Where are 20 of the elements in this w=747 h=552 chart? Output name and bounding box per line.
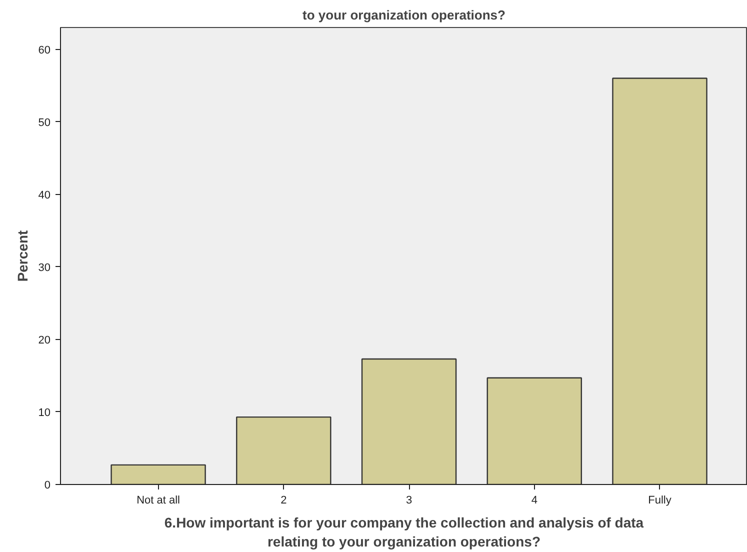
x-tick-label: 4 <box>531 494 538 506</box>
x-tick-label: Not at all <box>136 494 180 506</box>
y-tick-label: 40 <box>38 189 51 202</box>
y-tick-label: 10 <box>38 406 51 419</box>
bar <box>486 377 582 484</box>
y-tick-label: 0 <box>44 480 51 492</box>
bar <box>110 464 206 484</box>
y-tick-label: 30 <box>38 262 51 274</box>
x-tick-label: 2 <box>280 494 287 506</box>
y-axis-title: Percent <box>14 230 30 282</box>
bar <box>612 78 708 484</box>
x-axis-title: 6.How important is for your company the collection and analysis of data relating to your organization operations? <box>164 514 644 550</box>
x-tick-label: Fully <box>648 494 672 506</box>
bar <box>236 416 332 484</box>
y-tick-label: 50 <box>38 116 51 129</box>
chart-title: to your organization operations? <box>302 8 506 22</box>
y-tick-label: 60 <box>38 44 51 56</box>
y-tick-label: 20 <box>38 334 51 346</box>
x-tick-label: 3 <box>406 494 412 506</box>
bar <box>361 358 457 484</box>
